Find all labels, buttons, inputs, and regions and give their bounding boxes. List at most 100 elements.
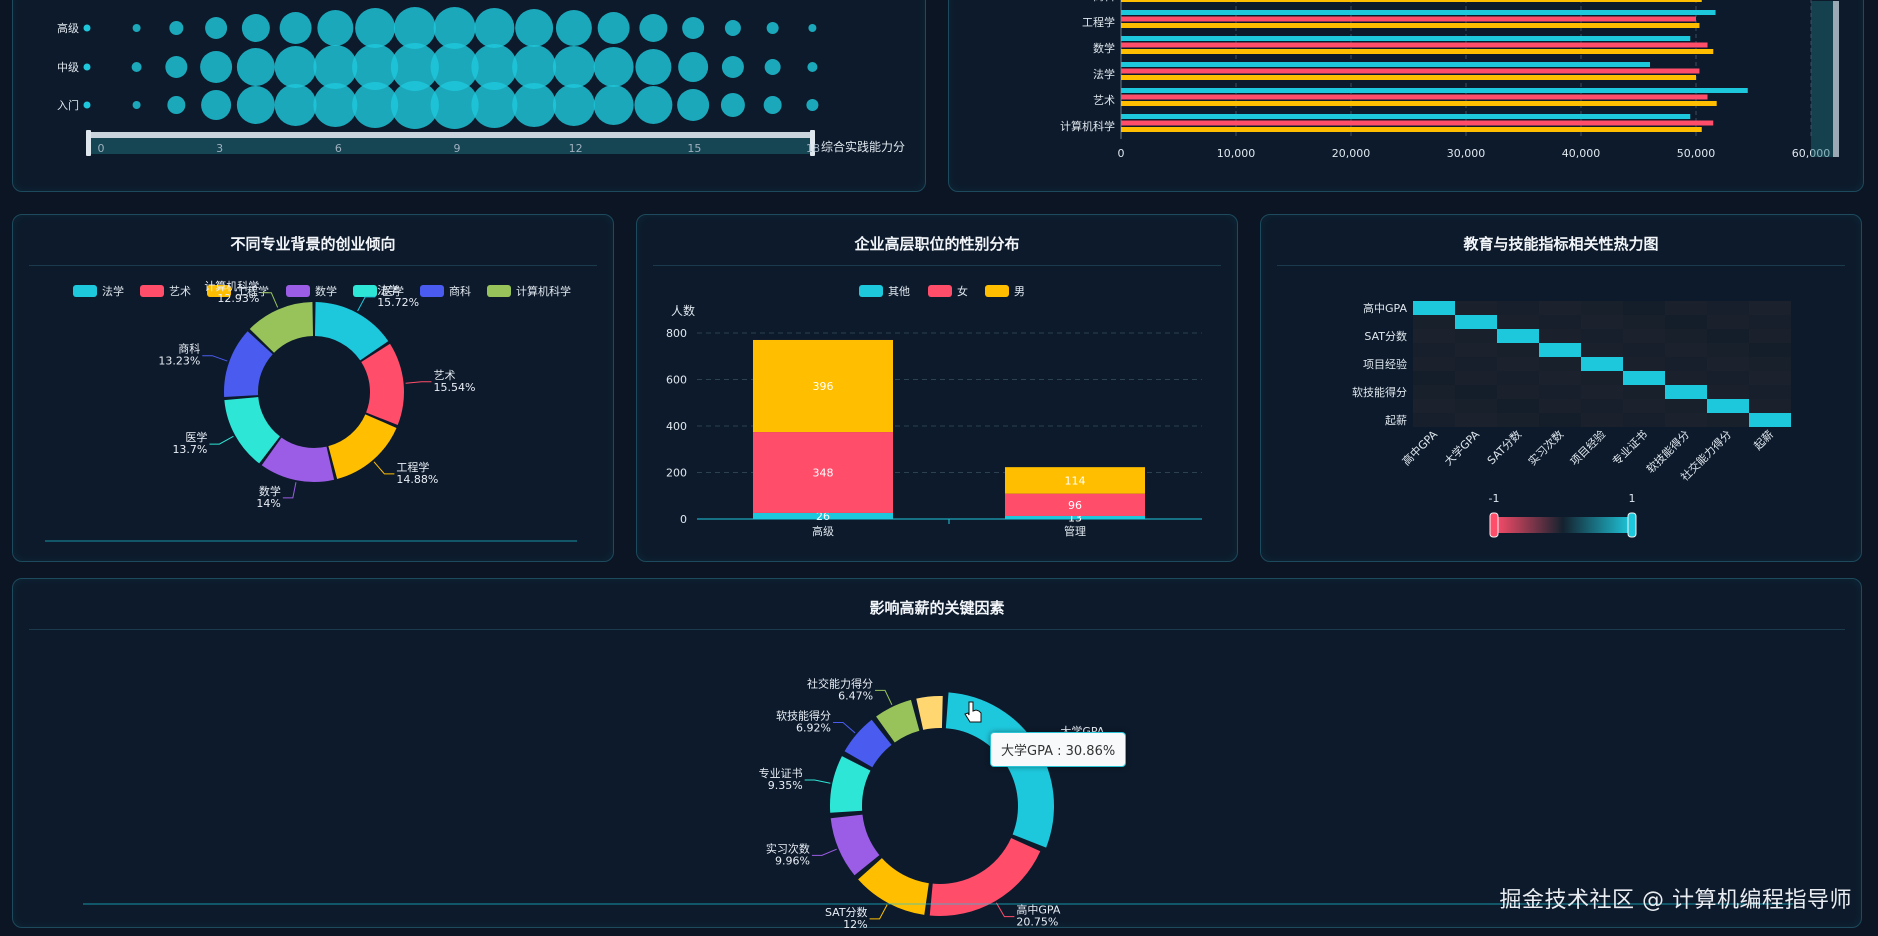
bubble-point: [132, 101, 141, 109]
heatmap-cell: [1413, 371, 1455, 385]
heatmap-cell: [1413, 385, 1455, 399]
hbar-category-label: 商科: [1093, 0, 1115, 3]
heatmap-cell: [1707, 399, 1749, 413]
pie2-slice-pct: 9.35%: [768, 779, 803, 792]
pie1-legend-swatch: [207, 285, 231, 297]
vertical-zoom-slider-handle[interactable]: [1833, 1, 1839, 157]
stack-y-tick: 0: [680, 513, 687, 526]
hbar-x-tick: 50,000: [1677, 147, 1716, 160]
heatmap-cell: [1539, 399, 1581, 413]
pie1-slice-name: 艺术: [434, 369, 456, 382]
heatmap-cell: [1707, 329, 1749, 343]
pie2-slice-name: 社交能力得分: [807, 676, 873, 690]
bubble-point: [512, 83, 557, 127]
hbar-category-label: 法学: [1093, 67, 1115, 81]
heatmap-visual-map-handle-max[interactable]: [1627, 512, 1637, 538]
heatmap-cell: [1455, 371, 1497, 385]
bubble-point: [512, 45, 557, 89]
pie1-legend-label: 法学: [102, 284, 124, 298]
hbar-category-label: 工程学: [1082, 15, 1115, 29]
pie1-label-line: [357, 296, 376, 312]
bubble-point: [433, 7, 476, 49]
bubble-point: [167, 96, 186, 114]
heatmap-cell: [1539, 371, 1581, 385]
hbar-x-tick: 60,000: [1792, 147, 1831, 160]
pie2-slice-pct: 20.75%: [1016, 916, 1058, 929]
pie1-slice: [224, 397, 280, 464]
heatmap-cell: [1497, 329, 1539, 343]
heatmap-visual-map-bar[interactable]: [1494, 517, 1632, 533]
pie2-slice: [929, 838, 1041, 916]
heatmap-cell: [1497, 357, 1539, 371]
heatmap-cell: [1455, 315, 1497, 329]
heatmap-cell: [1413, 343, 1455, 357]
heatmap-x-label: 起薪: [1751, 428, 1776, 453]
salary-factors-tooltip: 大学GPA : 30.86%: [990, 732, 1127, 767]
heatmap-y-label: 项目经验: [1363, 357, 1407, 371]
heatmap-scale-max-label: 1: [1629, 492, 1636, 505]
zoom-slider-bar[interactable]: [89, 132, 813, 138]
pie2-label-line: [832, 722, 856, 734]
pie2-label-line: [875, 689, 893, 706]
bubble-point: [430, 81, 479, 129]
watermark: 掘金技术社区 @ 计算机编程指导师: [1499, 888, 1852, 913]
heatmap-x-label: 项目经验: [1567, 427, 1608, 468]
stack-legend-label: 男: [1014, 285, 1025, 298]
heatmap-visual-map-handle-min[interactable]: [1489, 512, 1499, 538]
heatmap-cell: [1749, 385, 1791, 399]
heatmap-cell: [1665, 357, 1707, 371]
pie1-label-line: [405, 381, 432, 384]
pie1-slice-pct: 15.72%: [377, 296, 419, 309]
heatmap-cell: [1455, 385, 1497, 399]
bubble-point: [352, 82, 399, 128]
heatmap-cell: [1455, 329, 1497, 343]
pie1-slice-name: 工程学: [396, 460, 429, 474]
heatmap-cell: [1497, 399, 1539, 413]
stack-bar-value-label: 26: [816, 510, 830, 523]
heatmap-y-label: 软技能得分: [1352, 385, 1407, 399]
bubble-point: [165, 56, 188, 78]
bubble-x-tick: 12: [569, 142, 583, 155]
heatmap-cell: [1623, 371, 1665, 385]
bubble-point: [390, 81, 439, 129]
bubble-point: [724, 20, 741, 36]
stack-legend-label: 其他: [888, 285, 910, 298]
bubble-point: [593, 47, 634, 87]
heatmap-cell: [1539, 343, 1581, 357]
bubble-y-dot: [83, 63, 91, 71]
pie1-legend-swatch: [140, 285, 164, 297]
bubble-point: [552, 84, 595, 126]
heatmap-cell: [1749, 413, 1791, 427]
pie1-legend-swatch: [353, 285, 377, 297]
heatmap-cell: [1413, 329, 1455, 343]
bubble-point: [200, 51, 233, 83]
stack-legend-swatch: [985, 285, 1009, 297]
title-divider: [29, 265, 597, 266]
stack-bar-value-label: 396: [813, 380, 834, 393]
pie2-slice: [876, 699, 920, 743]
bubble-point: [471, 82, 518, 128]
title-divider: [1277, 265, 1845, 266]
pie1-legend-swatch: [487, 285, 511, 297]
hbar-bar: [1121, 94, 1708, 100]
heatmap-cell: [1665, 301, 1707, 315]
pie1-slice: [261, 437, 335, 482]
heatmap-cell: [1581, 371, 1623, 385]
zoom-slider-handle-left[interactable]: [86, 130, 91, 156]
bubble-point: [763, 96, 782, 114]
stack-y-axis-label: 人数: [671, 303, 695, 318]
heatmap-cell: [1539, 315, 1581, 329]
bubble-y-dot: [83, 101, 91, 109]
heatmap-cell: [1455, 343, 1497, 357]
stack-bar-segment: [753, 432, 893, 513]
bubble-point: [205, 17, 228, 39]
pie1-slice-pct: 13.7%: [172, 443, 207, 456]
hbar-chart-svg: 计算机科学 艺术 法学 数学 工程学 商科 0 10,000 20,000 30,000 40,0…: [1060, 0, 1839, 160]
bubble-point: [593, 85, 634, 125]
bubble-x-tick: 15: [687, 142, 701, 155]
salary-factors-title: 影响高薪的关键因素: [869, 599, 1005, 617]
zoom-slider-handle-right[interactable]: [810, 130, 815, 156]
pie2-label-line: [811, 848, 837, 856]
bubble-y-dot: [83, 24, 91, 32]
